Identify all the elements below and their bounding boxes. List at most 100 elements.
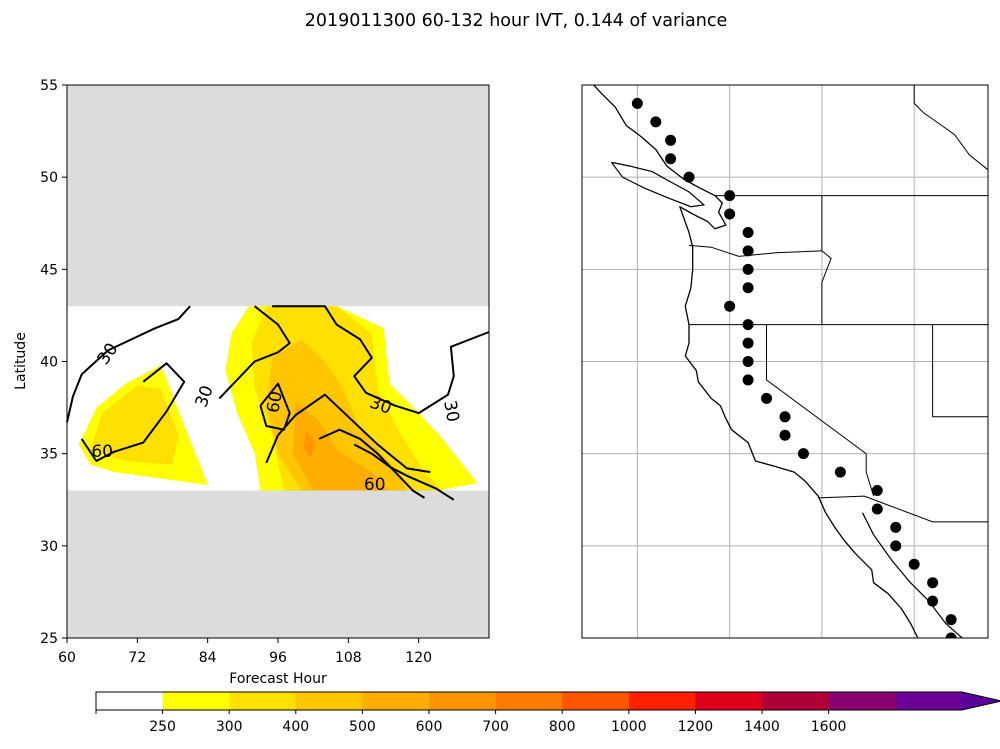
location-marker <box>665 153 677 165</box>
colorbar-tick-label: 400 <box>282 719 309 735</box>
x-tick-label: 72 <box>128 650 146 666</box>
colorbar-segment <box>628 692 696 710</box>
colorbar-segment <box>895 692 963 710</box>
location-marker <box>797 448 809 460</box>
colorbar-segment <box>762 692 830 710</box>
filled-region-600 <box>303 429 315 458</box>
location-marker <box>742 337 754 349</box>
location-marker <box>834 466 846 478</box>
y-tick-label: 55 <box>40 78 58 94</box>
colorbar-tick-label: 700 <box>482 719 509 735</box>
colorbar-tick-label: 1000 <box>611 719 647 735</box>
colorbar-extension <box>961 692 1000 710</box>
location-marker <box>945 614 957 626</box>
location-marker <box>779 429 791 441</box>
location-marker <box>871 485 883 497</box>
location-marker <box>631 97 643 109</box>
colorbar-tick-label: 1200 <box>678 719 714 735</box>
border-line <box>818 495 988 523</box>
colorbar-segment <box>695 692 763 710</box>
colorbar-segment <box>429 692 497 710</box>
location-marker <box>742 356 754 367</box>
location-marker <box>890 540 902 552</box>
contour-line-60 <box>318 428 426 499</box>
colorbar-tick-label: 600 <box>416 719 443 735</box>
location-marker <box>742 226 754 238</box>
location-marker <box>742 374 754 386</box>
island-outline <box>611 161 706 208</box>
border-line <box>688 244 822 257</box>
filled-region-500 <box>292 402 390 491</box>
location-marker <box>927 595 939 607</box>
location-marker <box>724 208 736 220</box>
filled-region-300 <box>90 385 179 465</box>
x-axis-label: Forecast Hour <box>229 671 327 687</box>
map-content <box>582 85 988 638</box>
x-tick-label: 96 <box>269 650 287 666</box>
x-tick-label: 84 <box>199 650 217 666</box>
contour-line-30 <box>272 305 490 415</box>
contour-label: 60 <box>91 442 113 462</box>
colorbar-tick-label: 500 <box>349 719 376 735</box>
contour-label: 30 <box>439 399 462 424</box>
x-tick-label: 108 <box>335 650 362 666</box>
location-marker <box>665 134 677 146</box>
colorbar-segment <box>495 692 563 710</box>
contour-line-60 <box>353 443 455 501</box>
colorbar-segment <box>96 692 164 710</box>
y-tick-label: 25 <box>40 631 58 647</box>
y-tick-label: 30 <box>40 539 58 555</box>
west-coast-map <box>581 84 989 639</box>
contour-line-60 <box>259 382 291 431</box>
border-line <box>932 324 988 418</box>
colorbar-tick-label: 1600 <box>811 719 847 735</box>
location-marker <box>890 521 902 533</box>
location-marker <box>945 632 957 638</box>
border-line <box>913 85 988 171</box>
figure-title: 2019011300 60-132 hour IVT, 0.144 of var… <box>305 11 727 31</box>
location-marker <box>683 171 695 183</box>
colorbar-segment <box>162 692 230 710</box>
colorbar-tick-label: 1400 <box>744 719 780 735</box>
border-line <box>821 195 832 325</box>
colorbar-tick-label: 800 <box>549 719 576 735</box>
colorbar-segment <box>562 692 630 710</box>
contour-label: 60 <box>364 475 386 495</box>
colorbar-tick-label: 250 <box>149 719 176 735</box>
y-tick-label: 40 <box>40 355 58 371</box>
location-marker <box>742 263 754 275</box>
contour-label: 60 <box>263 390 286 415</box>
y-tick-label: 35 <box>40 447 58 463</box>
location-marker <box>927 577 939 589</box>
masked-region <box>67 85 489 307</box>
x-tick-label: 120 <box>405 650 432 666</box>
map-frame <box>581 84 989 639</box>
location-marker <box>724 190 736 202</box>
location-marker <box>742 319 754 331</box>
colorbar-segment <box>828 692 896 710</box>
colorbar-outline <box>95 691 1000 711</box>
location-marker <box>742 282 754 294</box>
y-tick-label: 45 <box>40 262 58 278</box>
border-line <box>766 324 875 497</box>
location-marker <box>724 300 736 312</box>
masked-region <box>67 490 489 638</box>
location-marker <box>742 245 754 257</box>
contour-line-30 <box>66 305 191 423</box>
gulf-coastline <box>861 512 963 638</box>
contour-line-60 <box>265 393 431 474</box>
location-marker <box>779 411 791 423</box>
ivt-colorbar: 250 300 400 500 600 700 800 1000 1200 1400 1600 <box>95 691 1000 735</box>
location-marker <box>908 558 920 570</box>
x-tick-label: 60 <box>58 650 76 666</box>
location-marker <box>650 116 662 128</box>
colorbar-segment <box>362 692 430 710</box>
contour-line-60 <box>80 362 186 462</box>
y-tick-label: 50 <box>40 170 58 186</box>
colorbar-tick-label: 300 <box>216 719 243 735</box>
contour-line-30 <box>218 305 291 400</box>
colorbar-segment <box>295 692 363 710</box>
coastline <box>592 85 919 638</box>
